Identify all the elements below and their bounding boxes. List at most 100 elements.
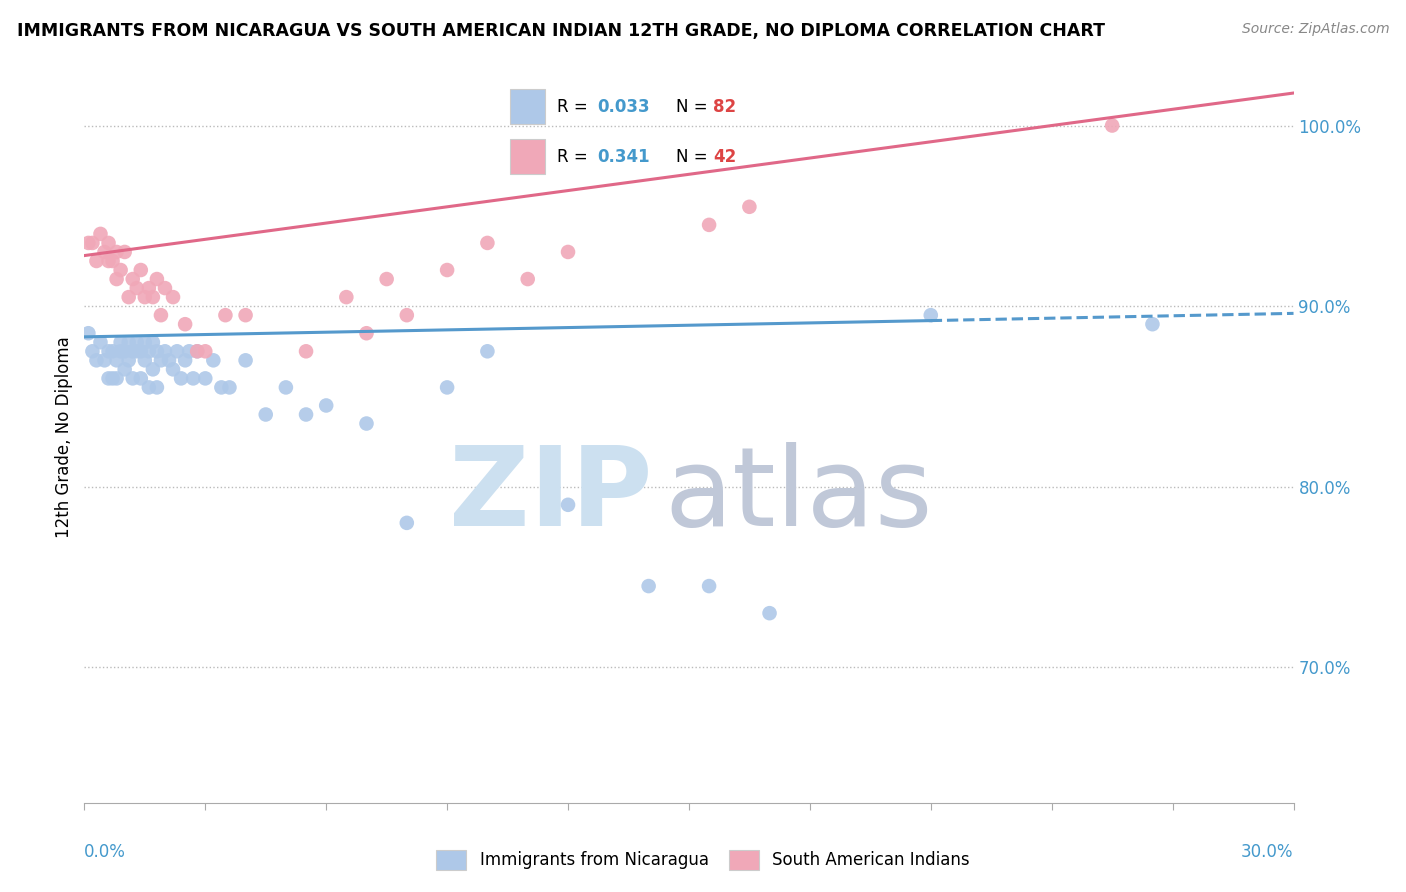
Point (697, 579, 720, 593)
Point (209, 380, 232, 394)
Point (110, 335, 132, 350)
Point (202, 353, 225, 368)
Point (89, 227, 111, 241)
Point (93, 244, 115, 259)
Point (105, 371, 128, 385)
Point (1142, 317, 1164, 331)
Point (162, 362, 184, 376)
Text: Source: ZipAtlas.com: Source: ZipAtlas.com (1241, 22, 1389, 37)
Point (138, 281, 160, 295)
Point (146, 272, 169, 286)
Point (186, 344, 208, 359)
Point (146, 344, 169, 359)
Point (101, 371, 124, 385)
Point (477, 235, 499, 250)
Point (105, 272, 128, 286)
Text: IMMIGRANTS FROM NICARAGUA VS SOUTH AMERICAN INDIAN 12TH GRADE, NO DIPLOMA CORREL: IMMIGRANTS FROM NICARAGUA VS SOUTH AMERI… (17, 22, 1105, 40)
Point (436, 380, 458, 394)
Point (516, 272, 538, 286)
Point (142, 362, 165, 376)
Point (89, 335, 111, 350)
Text: 30.0%: 30.0% (1241, 843, 1294, 861)
Point (274, 380, 297, 394)
Point (1101, 119, 1123, 133)
Point (170, 371, 193, 385)
Point (86, 254, 108, 268)
Point (142, 335, 165, 350)
Point (142, 290, 165, 304)
Point (125, 335, 148, 350)
Point (395, 516, 418, 530)
Point (105, 353, 128, 368)
Point (114, 362, 136, 376)
Point (125, 344, 148, 359)
Text: ZIP: ZIP (450, 442, 652, 549)
Point (254, 408, 277, 422)
Point (356, 326, 378, 341)
Point (105, 244, 128, 259)
Point (315, 399, 337, 413)
Point (295, 344, 318, 359)
Point (129, 344, 152, 359)
Point (82, 235, 104, 250)
Point (395, 308, 418, 322)
Point (114, 344, 136, 359)
Point (214, 308, 236, 322)
Point (121, 371, 143, 385)
Point (375, 272, 398, 286)
Point (97, 344, 120, 359)
Point (114, 244, 136, 259)
Point (162, 290, 184, 304)
Point (637, 579, 659, 593)
Point (920, 308, 942, 322)
Point (146, 380, 169, 394)
Point (118, 353, 141, 368)
Point (129, 371, 152, 385)
Point (218, 380, 240, 394)
Point (77, 326, 100, 341)
Point (134, 335, 156, 350)
Point (97, 371, 120, 385)
Point (738, 200, 761, 214)
Point (174, 317, 197, 331)
Legend: Immigrants from Nicaragua, South American Indians: Immigrants from Nicaragua, South America… (430, 844, 976, 876)
Point (129, 263, 152, 277)
Point (101, 344, 124, 359)
Point (186, 344, 208, 359)
Point (138, 344, 160, 359)
Y-axis label: 12th Grade, No Diploma: 12th Grade, No Diploma (55, 336, 73, 538)
Point (157, 353, 180, 368)
Point (97, 235, 120, 250)
Point (235, 308, 257, 322)
Point (134, 290, 156, 304)
Point (758, 606, 780, 620)
Point (697, 218, 720, 232)
Point (110, 344, 132, 359)
Point (149, 308, 172, 322)
Point (82, 344, 104, 359)
Text: atlas: atlas (665, 442, 934, 549)
Point (153, 281, 176, 295)
Text: 0.0%: 0.0% (84, 843, 127, 861)
Point (557, 244, 579, 259)
Point (134, 353, 156, 368)
Point (194, 344, 217, 359)
Point (166, 344, 188, 359)
Point (153, 344, 176, 359)
Point (557, 498, 579, 512)
Point (121, 272, 143, 286)
Point (110, 263, 132, 277)
Point (149, 353, 172, 368)
Point (118, 290, 141, 304)
Point (235, 353, 257, 368)
Point (97, 254, 120, 268)
Point (181, 371, 204, 385)
Point (121, 344, 143, 359)
Point (477, 344, 499, 359)
Point (179, 344, 201, 359)
Point (125, 281, 148, 295)
Point (93, 353, 115, 368)
Point (86, 353, 108, 368)
Point (436, 263, 458, 277)
Point (101, 254, 124, 268)
